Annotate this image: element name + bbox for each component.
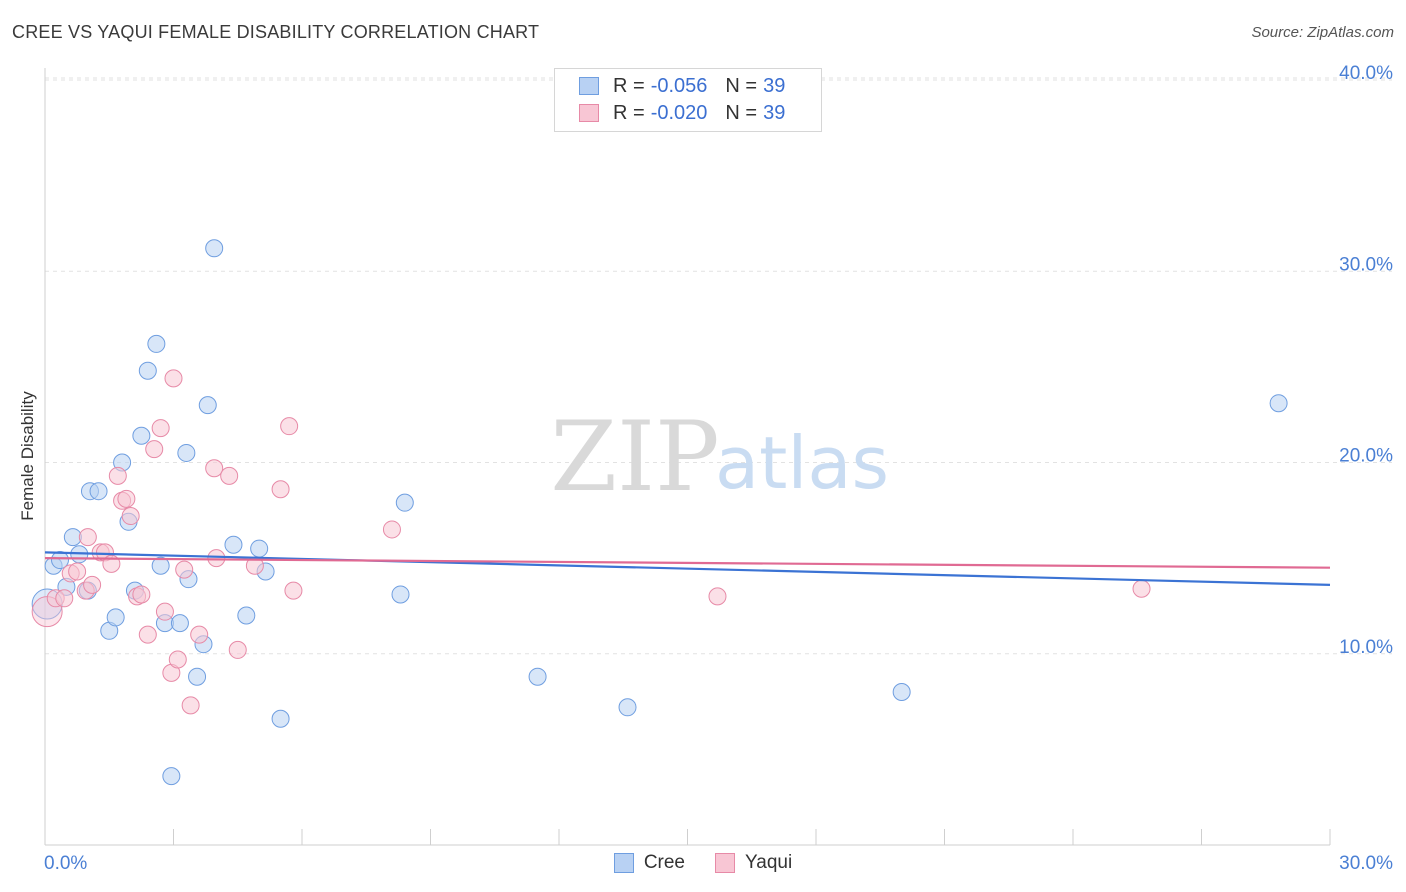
watermark: ZIP atlas: [550, 401, 889, 513]
chart-legend: Cree Yaqui: [0, 852, 1406, 874]
cree-point: [528, 667, 547, 686]
cree-point: [618, 698, 637, 717]
yaqui-point: [207, 549, 226, 568]
yaqui-point: [138, 625, 157, 644]
yaqui-point: [220, 466, 239, 485]
watermark-zip: ZIP: [550, 401, 719, 513]
yaqui-point: [181, 696, 200, 715]
legend-yaqui-swatch: [715, 853, 735, 873]
cree-point: [50, 551, 69, 570]
cree-n-value: 39: [763, 74, 786, 97]
yaqui-point: [190, 625, 209, 644]
yaqui-point: [55, 589, 74, 608]
yaqui-point: [151, 419, 170, 438]
cree-point: [271, 709, 290, 728]
stats-row-cree: R = -0.056 N = 39: [579, 73, 785, 99]
yaqui-point: [121, 507, 140, 526]
cree-point: [89, 482, 108, 501]
cree-point: [106, 608, 125, 627]
yaqui-n-label: N =: [725, 101, 758, 124]
legend-item-cree[interactable]: Cree: [613, 852, 685, 874]
cree-r-value: -0.056: [650, 74, 708, 97]
correlation-stats-box: R = -0.056 N = 39 R = -0.020 N = 39: [554, 68, 822, 132]
yaqui-point: [83, 575, 102, 594]
yaqui-point: [1132, 579, 1151, 598]
legend-cree-label: Cree: [643, 852, 685, 873]
legend-yaqui-label: Yaqui: [745, 852, 793, 873]
yaqui-point: [175, 560, 194, 579]
yaqui-swatch: [579, 104, 599, 122]
cree-point: [205, 239, 224, 258]
yaqui-point: [271, 480, 290, 499]
tick-labels: 10.0% 20.0% 30.0% 40.0% 0.0% 30.0%: [44, 63, 1393, 874]
chart-title: CREE VS YAQUI FEMALE DISABILITY CORRELAT…: [12, 22, 540, 42]
cree-trend-line: [44, 551, 1331, 586]
yaqui-point: [205, 459, 224, 478]
cree-point: [198, 396, 217, 415]
cree-point: [892, 683, 911, 701]
yaqui-point: [68, 562, 87, 581]
legend-item-yaqui[interactable]: Yaqui: [715, 852, 792, 874]
y-tick-label: 30.0%: [1339, 254, 1393, 275]
legend-cree-swatch: [613, 853, 634, 873]
yaqui-point: [228, 640, 247, 659]
cree-point: [151, 556, 170, 575]
cree-point: [188, 667, 207, 686]
yaqui-point: [108, 466, 127, 485]
cree-n-label: N =: [725, 74, 758, 97]
cree-point: [395, 493, 414, 512]
source-label: Source: ZipAtlas.com: [1251, 24, 1394, 41]
yaqui-point: [78, 528, 97, 547]
yaqui-point: [145, 440, 164, 459]
cree-point: [138, 361, 157, 380]
cree-point: [391, 585, 410, 604]
cree-point: [162, 767, 181, 786]
data-points: [31, 239, 1288, 786]
y-tick-label: 20.0%: [1339, 446, 1393, 467]
yaqui-r-label: R =: [613, 101, 645, 124]
yaqui-point: [708, 587, 727, 606]
cree-point: [1269, 394, 1288, 413]
cree-point: [170, 614, 189, 633]
yaqui-point: [284, 581, 303, 600]
yaqui-point: [280, 417, 299, 436]
yaqui-n-value: 39: [763, 101, 786, 124]
stats-row-yaqui: R = -0.020 N = 39: [579, 100, 785, 126]
x-tick-label-min: 0.0%: [44, 853, 87, 874]
yaqui-point: [164, 369, 183, 388]
cree-point: [237, 606, 256, 625]
yaqui-r-value: -0.020: [650, 101, 708, 124]
watermark-atlas: atlas: [715, 421, 889, 505]
cree-point: [224, 535, 243, 554]
trend-lines: [44, 551, 1331, 586]
yaqui-point: [132, 585, 151, 604]
y-tick-label: 10.0%: [1339, 637, 1393, 658]
cree-point: [177, 443, 196, 462]
yaqui-point: [155, 602, 174, 621]
axes: [44, 68, 1331, 846]
cree-point: [63, 528, 82, 547]
cree-r-label: R =: [613, 74, 645, 97]
yaqui-point: [117, 489, 136, 508]
y-tick-label: 40.0%: [1339, 63, 1393, 84]
x-tick-label-max: 30.0%: [1339, 853, 1393, 874]
yaqui-point: [168, 650, 187, 669]
cree-point: [250, 539, 269, 558]
cree-point: [132, 426, 151, 445]
yaqui-point: [382, 520, 401, 539]
yaqui-trend-line: [44, 557, 1331, 569]
cree-swatch: [579, 77, 599, 95]
cree-point: [147, 334, 166, 353]
